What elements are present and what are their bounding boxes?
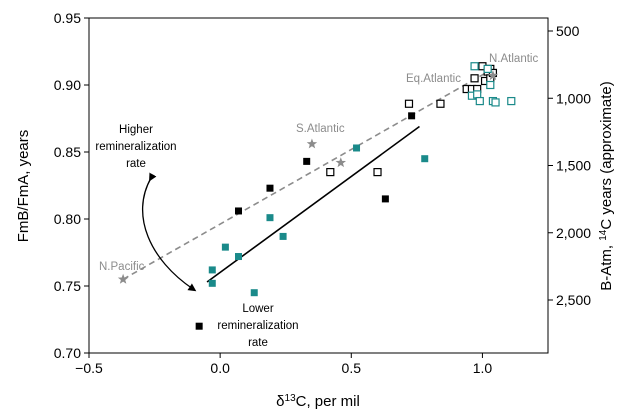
open-square-point (326, 168, 335, 177)
label-n-atlantic: N.Atlantic (489, 53, 538, 65)
filled-square-point (266, 184, 274, 192)
label-s-atlantic: S.Atlantic (296, 123, 345, 135)
filled-square-point (266, 214, 274, 222)
y2-tick-label: 2,000 (556, 225, 591, 241)
y2-tick-label: 500 (556, 23, 580, 39)
filled-square-point (208, 266, 216, 274)
filled-square-point (353, 144, 361, 152)
y2-tick-label: 2,500 (556, 292, 591, 308)
label-higher-line3: rate (126, 158, 146, 170)
filled-square-point (408, 112, 416, 120)
y2-tick-label: 1,500 (556, 158, 591, 174)
y-tick-label: 0.85 (54, 144, 81, 160)
open-square-point (483, 64, 492, 74)
open-square-point (491, 98, 500, 107)
star-point (306, 138, 318, 149)
open-square-point (507, 96, 516, 106)
label-lower-line1: Lower (242, 303, 273, 315)
y-axis-label: FmB/FmA, years (15, 130, 32, 243)
open-square-point (486, 80, 495, 90)
open-square-point (473, 90, 482, 99)
label-higher-line1: Higher (119, 124, 153, 136)
filled-square-point (279, 232, 287, 240)
open-square-point (475, 96, 484, 106)
open-square-point (404, 99, 414, 108)
open-square-point (470, 74, 479, 83)
y-tick-label: 0.75 (54, 278, 81, 294)
open-square-point (436, 99, 445, 108)
filled-square-point (235, 253, 243, 261)
y-tick-label: 0.95 (54, 10, 81, 26)
x-tick-label: −0.5 (75, 360, 103, 376)
x-tick-label: 0.5 (342, 360, 362, 376)
open-square-point (373, 168, 382, 177)
y-tick-label: 0.90 (54, 77, 81, 93)
filled-square-point (250, 289, 258, 297)
plot-frame (88, 17, 549, 354)
remineralization-arrow (142, 172, 197, 292)
data-points (117, 62, 516, 330)
filled-square-point (381, 195, 389, 203)
label-higher-line2: remineralization (95, 141, 176, 153)
label-lower-line2: remineralization (217, 320, 298, 332)
filled-square-point (235, 207, 243, 215)
x-tick-label: 1.0 (473, 360, 493, 376)
x-tick-label: 0.0 (210, 360, 230, 376)
filled-square-point (195, 322, 203, 330)
x-axis-label: δ13C, per mil (276, 393, 360, 411)
axis-ticks: −0.5 0.0 0.5 1.0 0.70 0.75 0.80 0.85 0.90 0.95 500… (54, 10, 591, 376)
y2-axis-label: B-Atm, 14C years (approximate) (598, 81, 616, 291)
y2-tick-label: 1,000 (556, 90, 591, 106)
star-point (487, 70, 499, 81)
filled-square-point (221, 243, 229, 251)
solid-fit-line (206, 125, 420, 283)
star-point (117, 273, 129, 284)
label-lower-line3: rate (248, 337, 268, 349)
y-tick-label: 0.80 (54, 211, 81, 227)
y-tick-label: 0.70 (54, 345, 81, 361)
filled-square-point (421, 155, 429, 163)
label-eq-atlantic: Eq.Atlantic (406, 73, 461, 85)
open-square-point (470, 62, 479, 71)
filled-square-point (208, 279, 216, 287)
label-n-pacific: N.Pacific (99, 261, 145, 273)
star-point (335, 157, 347, 168)
filled-square-point (303, 157, 311, 165)
